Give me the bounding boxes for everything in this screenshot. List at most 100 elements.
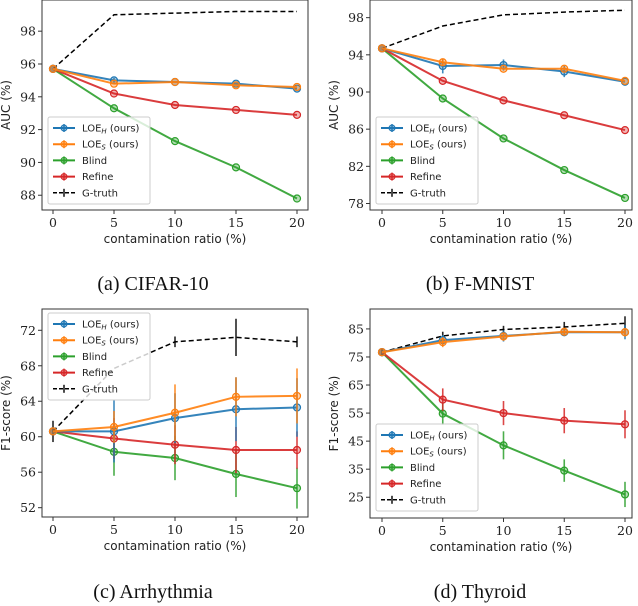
data-point [170,408,180,417]
x-tick-label: 15 [228,215,244,230]
data-point [438,76,447,85]
legend-item: LOES (ours) [381,140,467,152]
data-point [560,64,569,73]
legend-item: Blind [53,352,107,363]
legend-marker [60,336,68,344]
y-tick-label: 45 [348,434,364,449]
data-point [109,422,119,432]
legend-item: G-truth [381,495,446,506]
x-tick-label: 10 [496,215,512,230]
y-tick-label: 78 [348,196,364,211]
legend-box [47,116,151,205]
subplot-3: 0 5 10 15 20 25 35 45 55 65 75 85 contamination rati… [327,308,633,603]
series-loe-s-ours- [48,64,302,92]
y-tick-label: 75 [348,349,364,364]
data-point [560,327,569,336]
x-tick-label: 5 [110,215,118,230]
series-blind [377,348,630,508]
series-blind [48,64,302,203]
legend-label: Refine [82,172,113,183]
legend-box [375,423,479,512]
data-point [438,338,447,347]
legend: LOEH (ours) LOES (ours) Blind Refine G-truth [375,116,479,205]
legend-label: G-truth [410,495,446,506]
legend-label: LOEH (ours) [410,431,468,443]
data-point [438,94,447,103]
legend-item: Refine [381,479,441,490]
legend-label: Refine [410,479,441,490]
series-loe-s-ours- [48,368,302,443]
data-point [560,165,569,175]
legend-item: G-truth [53,188,118,199]
y-tick-label: 90 [20,155,36,170]
legend-item: Refine [53,368,113,379]
data-point [499,332,508,341]
data-point [231,445,241,455]
data-point [438,409,447,418]
subplot-2: 0 5 10 15 20 52 56 60 64 68 72 contamination ratio … [0,308,309,603]
legend-label: G-truth [82,384,118,395]
legend-item: Blind [53,156,107,167]
data-point [377,348,387,357]
y-tick-label: 25 [348,490,364,505]
legend-item: LOES (ours) [53,336,139,348]
data-point [620,490,630,499]
x-tick-label: 15 [228,522,244,537]
subplot-1: 0 5 10 15 20 78 82 86 90 94 98 contamination ratio … [327,0,633,295]
y-tick-label: 90 [348,84,364,99]
y-tick-label: 55 [348,406,364,421]
data-point [170,100,180,110]
x-axis-label: contamination ratio (%) [430,540,573,554]
y-tick-label: 68 [20,358,36,373]
data-point [292,484,302,493]
legend-label: LOES (ours) [410,140,467,152]
legend-item: LOES (ours) [381,447,467,459]
data-point [438,58,447,67]
data-point [499,96,508,105]
data-point [109,89,119,98]
data-point [292,110,302,119]
legend-marker [388,173,396,181]
data-point [620,328,630,337]
legend-marker [60,352,68,360]
data-point [560,416,569,425]
y-tick-label: 82 [348,159,364,174]
series-line [381,47,626,82]
x-tick-label: 20 [289,522,305,537]
data-point [109,79,119,88]
y-axis-label: AUC (%) [327,80,341,130]
legend-label: LOEH (ours) [82,320,140,332]
legend-item: LOEH (ours) [381,124,468,136]
data-point [109,104,119,113]
y-tick-label: 56 [20,465,36,480]
subplot-0: 0 5 10 15 20 88 90 92 94 96 98 contamination ratio … [0,0,309,295]
data-point [170,136,180,146]
data-point [438,395,447,404]
series-line [52,67,298,116]
legend-label: Blind [410,463,435,474]
x-tick-label: 10 [167,215,183,230]
legend-label: Blind [410,156,435,167]
y-axis-label: F1-score (%) [0,375,13,451]
series-g-truth [381,9,626,50]
series-line [381,47,626,199]
x-tick-label: 0 [49,215,57,230]
legend-item: Refine [53,172,113,183]
series-loe-s-ours- [377,327,630,357]
data-point [620,420,630,429]
x-tick-label: 15 [556,523,572,538]
series-refine [48,64,302,119]
data-point [292,445,302,455]
y-tick-label: 98 [20,24,36,39]
data-point [170,77,180,87]
y-tick-label: 94 [20,89,36,104]
x-axis-label: contamination ratio (%) [104,232,247,246]
x-tick-label: 5 [110,522,118,537]
y-tick-label: 72 [20,323,36,338]
y-axis-label: F1-score (%) [327,376,341,452]
legend-marker [388,431,396,439]
x-axis-label: contamination ratio (%) [104,539,247,553]
x-tick-label: 5 [439,523,447,538]
series-refine [377,348,630,439]
legend-label: LOES (ours) [410,447,467,459]
